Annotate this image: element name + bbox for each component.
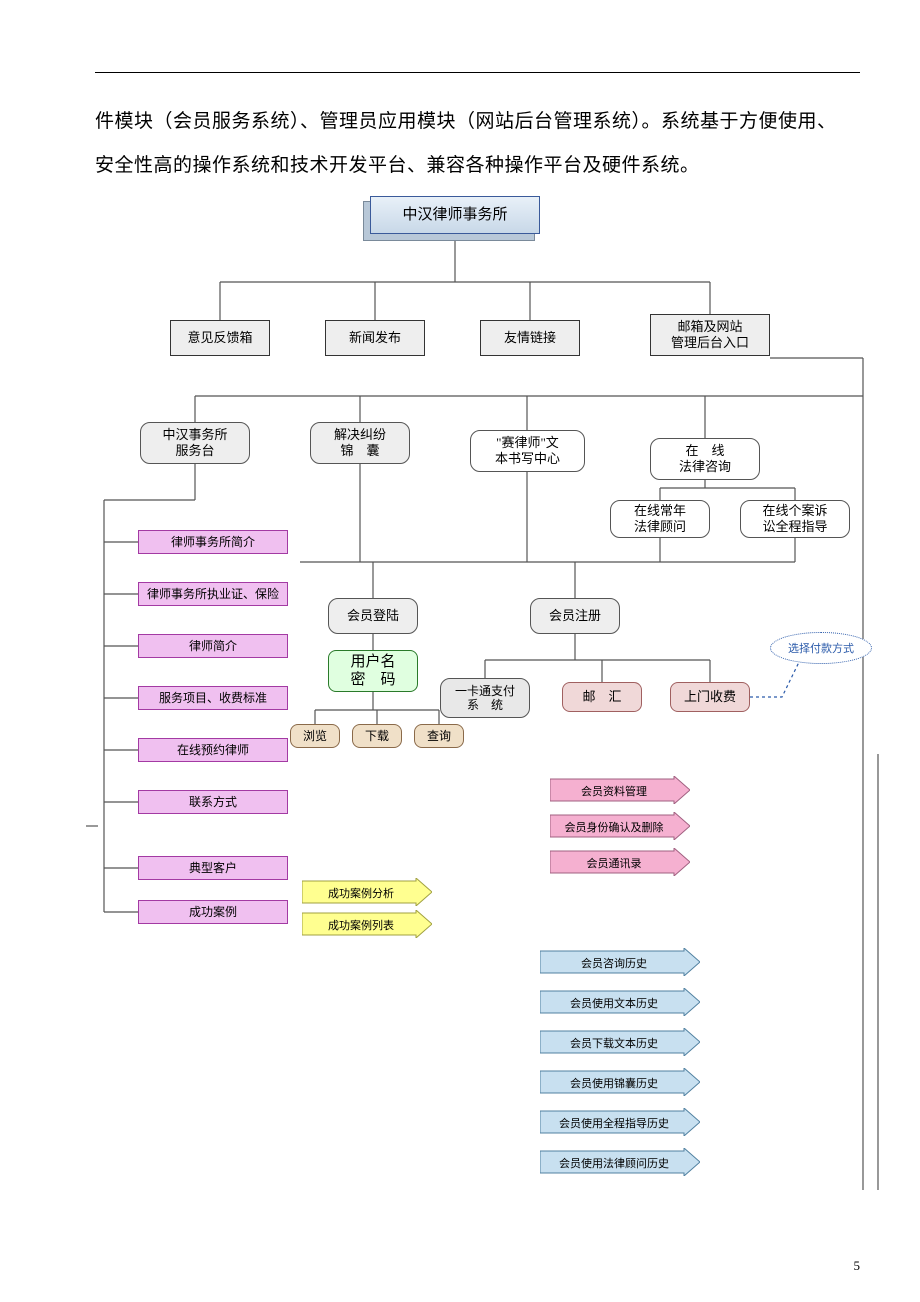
pink-item: 律师事务所执业证、保险 (138, 582, 288, 606)
level1-node: 友情链接 (480, 320, 580, 356)
mid-login: 会员登陆 (328, 598, 418, 634)
pink-item: 律师简介 (138, 634, 288, 658)
tan-action: 查询 (414, 724, 464, 748)
blue-arrow: 会员使用法律顾问历史 (540, 1148, 700, 1176)
blue-arrow: 会员使用文本历史 (540, 988, 700, 1016)
org-diagram: 中汉律师事务所 意见反馈箱 新闻发布 友情链接 邮箱及网站 管理后台入口中汉事务所 服… (80, 190, 880, 1230)
pay-option: 邮 汇 (562, 682, 642, 712)
root-node: 中汉律师事务所 (370, 196, 540, 234)
blue-arrow: 会员下载文本历史 (540, 1028, 700, 1056)
page-number: 5 (854, 1258, 861, 1274)
pink-item: 在线预约律师 (138, 738, 288, 762)
pink-item: 律师事务所简介 (138, 530, 288, 554)
level2b-node: 在线常年 法律顾问 (610, 500, 710, 538)
blue-arrow: 会员咨询历史 (540, 948, 700, 976)
pink-arrow: 会员资料管理 (550, 776, 690, 804)
blue-arrow: 会员使用锦囊历史 (540, 1068, 700, 1096)
yellow-arrow: 成功案例分析 (302, 878, 432, 906)
level2-node: 中汉事务所 服务台 (140, 422, 250, 464)
pink-item: 成功案例 (138, 900, 288, 924)
pink-item: 服务项目、收费标准 (138, 686, 288, 710)
mid-register: 会员注册 (530, 598, 620, 634)
yellow-arrow: 成功案例列表 (302, 910, 432, 938)
level2-node: "赛律师"文 本书写中心 (470, 430, 585, 472)
tan-action: 下载 (352, 724, 402, 748)
pay-method-oval: 选择付款方式 (770, 632, 872, 664)
pay-option: 上门收费 (670, 682, 750, 712)
pay-support: 一卡通支付 系 统 (440, 678, 530, 718)
header-rule (95, 72, 860, 73)
body-text: 件模块（会员服务系统）、管理员应用模块（网站后台管理系统）。系统基于方便使用、安… (95, 100, 855, 187)
pink-arrow: 会员身份确认及删除 (550, 812, 690, 840)
mid-userpass: 用户名 密 码 (328, 650, 418, 692)
pink-item: 典型客户 (138, 856, 288, 880)
level2-node: 在 线 法律咨询 (650, 438, 760, 480)
level2b-node: 在线个案诉 讼全程指导 (740, 500, 850, 538)
level1-node: 邮箱及网站 管理后台入口 (650, 314, 770, 356)
level1-node: 意见反馈箱 (170, 320, 270, 356)
page: 件模块（会员服务系统）、管理员应用模块（网站后台管理系统）。系统基于方便使用、安… (0, 0, 920, 1302)
pink-item: 联系方式 (138, 790, 288, 814)
tan-action: 浏览 (290, 724, 340, 748)
blue-arrow: 会员使用全程指导历史 (540, 1108, 700, 1136)
level2-node: 解决纠纷 锦 囊 (310, 422, 410, 464)
level1-node: 新闻发布 (325, 320, 425, 356)
pink-arrow: 会员通讯录 (550, 848, 690, 876)
